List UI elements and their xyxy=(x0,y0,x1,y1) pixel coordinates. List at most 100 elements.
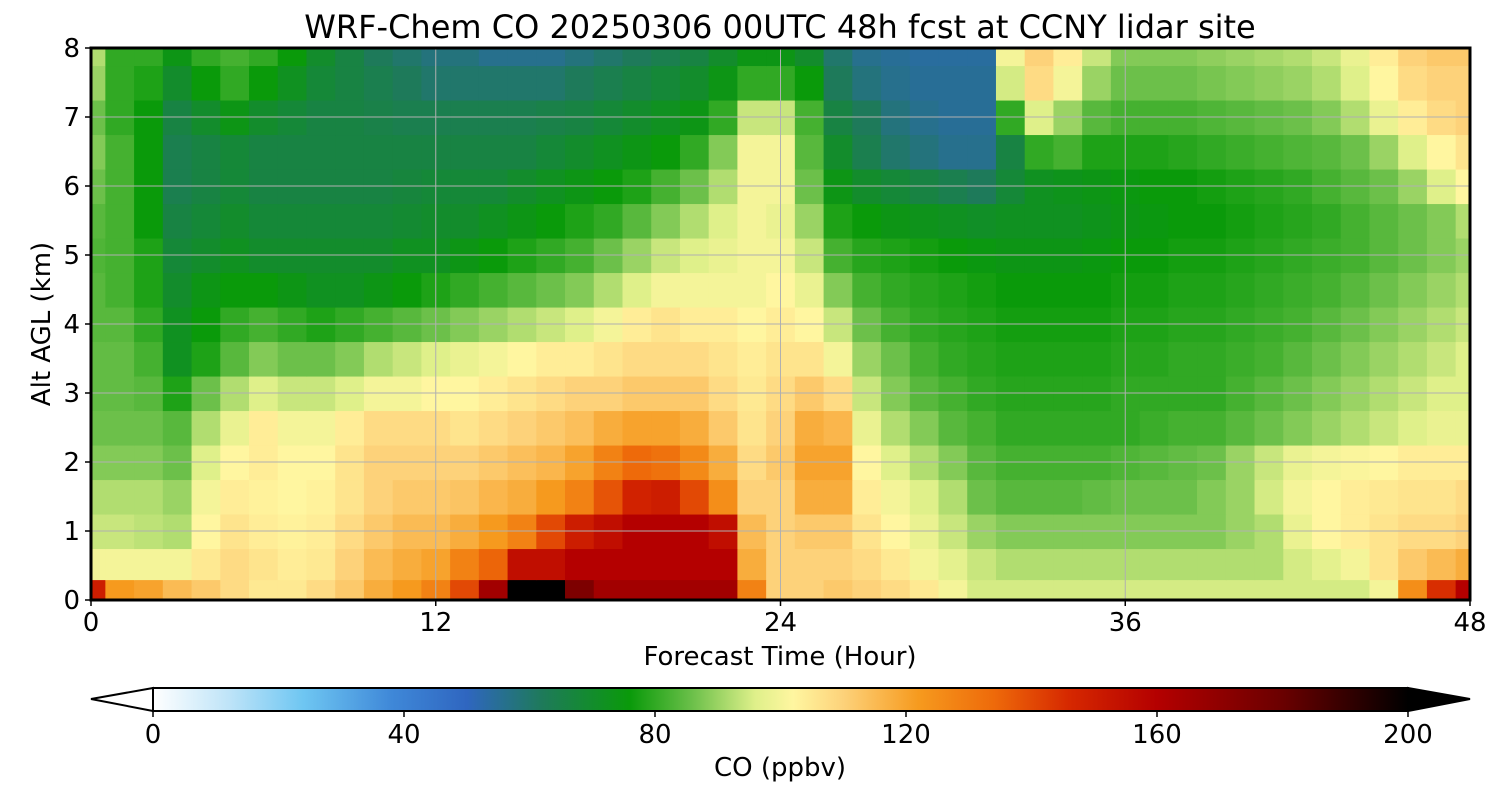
heatmap-cell xyxy=(1082,203,1112,239)
heatmap-cell xyxy=(162,272,193,308)
y-tick-label: 2 xyxy=(63,448,80,478)
heatmap-cell xyxy=(823,203,854,239)
heatmap-cell xyxy=(1369,272,1399,308)
heatmap-cell xyxy=(1168,410,1198,446)
heatmap-cell xyxy=(507,203,538,239)
heatmap-cell xyxy=(507,410,538,446)
x-axis: 0 12 24 36 48 xyxy=(83,600,1487,638)
heatmap-cell xyxy=(1225,65,1256,101)
heatmap-cell xyxy=(277,272,308,308)
heatmap-cell xyxy=(162,410,193,446)
heatmap-cell xyxy=(1225,272,1256,308)
heatmap-cell xyxy=(162,48,193,67)
heatmap-cell xyxy=(1340,134,1371,170)
heatmap-cell xyxy=(1254,48,1285,67)
heatmap-cell xyxy=(249,548,279,581)
colorbar-extend-low xyxy=(90,686,154,713)
heatmap-cell xyxy=(1082,341,1112,377)
heatmap-cell xyxy=(392,410,423,446)
heatmap-cell xyxy=(1082,65,1112,101)
heatmap-cell xyxy=(852,203,882,239)
heatmap-cell xyxy=(909,48,940,67)
heatmap-cell xyxy=(1225,410,1256,446)
heatmap-cell xyxy=(1254,579,1285,600)
heatmap-cell xyxy=(651,48,681,67)
heatmap-cell xyxy=(967,65,997,101)
heatmap-cell xyxy=(967,48,997,67)
heatmap-cell xyxy=(306,134,336,170)
heatmap-cell xyxy=(1139,65,1170,101)
heatmap-cell xyxy=(249,341,279,377)
heatmap-cell xyxy=(622,579,653,600)
x-axis-label: Forecast Time (Hour) xyxy=(643,642,916,672)
heatmap-cell xyxy=(306,579,336,600)
heatmap-cell xyxy=(967,272,997,308)
heatmap-cell xyxy=(277,341,308,377)
heatmap-cell xyxy=(450,410,480,446)
x-tick-label: 36 xyxy=(1109,608,1142,638)
heatmap-cell xyxy=(565,548,595,581)
heatmap-cell xyxy=(105,410,135,446)
heatmap-cell xyxy=(1283,48,1313,67)
heatmap-cell xyxy=(1369,479,1399,515)
heatmap-cell xyxy=(536,341,566,377)
heatmap-cell xyxy=(852,48,882,67)
heatmap-cell xyxy=(593,48,624,67)
heatmap-cell xyxy=(881,341,911,377)
heatmap-cell xyxy=(249,410,279,446)
heatmap-cell xyxy=(105,203,135,239)
heatmap-cell xyxy=(565,134,595,170)
heatmap-cell xyxy=(938,410,969,446)
heatmap-cell xyxy=(1311,203,1342,239)
heatmap-cell xyxy=(191,479,222,515)
heatmap-cell xyxy=(1197,479,1227,515)
heatmap-cell xyxy=(1082,134,1112,170)
heatmap-cell xyxy=(306,48,336,67)
heatmap-cell xyxy=(191,134,222,170)
heatmap-cell xyxy=(162,65,193,101)
heatmap-cell xyxy=(1197,203,1227,239)
heatmap-cell xyxy=(1053,134,1083,170)
heatmap-cell xyxy=(938,479,969,515)
heatmap-cell xyxy=(679,134,710,170)
heatmap-cell xyxy=(1340,579,1371,600)
heatmap-cell xyxy=(708,579,739,600)
heatmap-cell xyxy=(1455,479,1470,515)
heatmap-cell xyxy=(191,48,222,67)
heatmap-cell xyxy=(1082,579,1112,600)
heatmap-cell xyxy=(1398,479,1428,515)
heatmap-cell xyxy=(536,203,566,239)
heatmap-cell xyxy=(450,134,480,170)
x-tick-label: 48 xyxy=(1453,608,1486,638)
heatmap-cell xyxy=(794,203,825,239)
heatmap-cell xyxy=(565,479,595,515)
heatmap-cell xyxy=(679,479,710,515)
y-tick-label: 4 xyxy=(63,310,80,340)
colorbar-tick-label: 40 xyxy=(387,720,420,750)
heatmap-cell xyxy=(1398,272,1428,308)
heatmap-cell xyxy=(679,548,710,581)
heatmap-cell xyxy=(507,341,538,377)
heatmap-cell xyxy=(995,579,1026,600)
heatmap-cell xyxy=(249,65,279,101)
heatmap-cell xyxy=(1139,48,1170,67)
heatmap-cell xyxy=(1369,134,1399,170)
heatmap-cell xyxy=(1024,341,1055,377)
heatmap-cell xyxy=(536,479,566,515)
heatmap-cell xyxy=(1082,48,1112,67)
heatmap-cell xyxy=(1082,272,1112,308)
heatmap-cell xyxy=(91,548,107,581)
heatmap-cell xyxy=(852,134,882,170)
heatmap-cell xyxy=(392,341,423,377)
heatmap-cell xyxy=(1168,479,1198,515)
heatmap-cell xyxy=(1426,203,1457,239)
heatmap-cell xyxy=(1369,579,1399,600)
heatmap-cell xyxy=(450,579,480,600)
heatmap-cell xyxy=(967,341,997,377)
heatmap-cell xyxy=(1340,479,1371,515)
heatmap-cell xyxy=(651,134,681,170)
heatmap-cell xyxy=(794,134,825,170)
heatmap-cell xyxy=(881,65,911,101)
heatmap-cell xyxy=(335,548,365,581)
heatmap-cell xyxy=(392,548,423,581)
